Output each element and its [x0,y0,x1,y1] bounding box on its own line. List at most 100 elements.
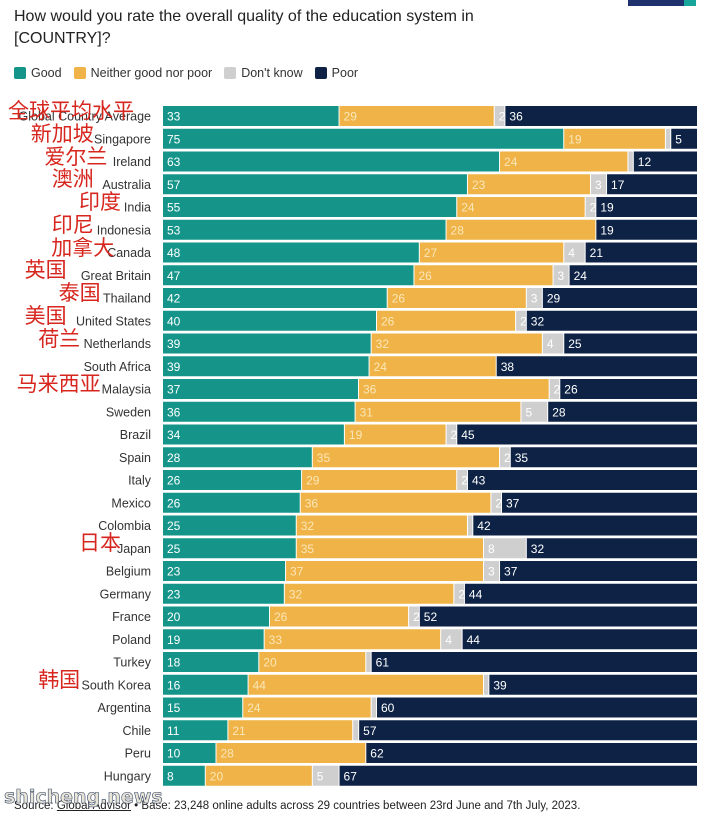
bar-poor-australia [607,174,697,195]
value-label-don-t-know-poland: 4 [445,633,452,647]
bar-poor-netherlands [564,333,697,354]
category-label-canada: Canada [107,246,151,260]
legend-label-neither: Neither good nor poor [90,66,213,80]
bar-poor-turkey [371,652,697,672]
value-label-poor-global-country-average: 36 [509,110,523,124]
category-label-ireland: Ireland [113,155,151,169]
value-label-neither-good-nor-poor-india: 24 [461,201,475,215]
bar-neither-good-nor-poor-brazil [344,424,446,445]
bar-neither-good-nor-poor-chile [228,720,353,741]
cn-annotation-7: 英国 [24,258,67,283]
legend-label-good: Good [31,66,62,80]
bar-don-t-know-india [585,197,596,217]
bar-neither-good-nor-poor-malaysia [358,379,549,399]
value-label-neither-good-nor-poor-colombia: 32 [301,519,315,533]
source-link[interactable]: Global Advisor [56,800,131,812]
bar-don-t-know-ireland [628,151,633,172]
bar-don-t-know-canada [564,242,585,263]
value-label-neither-good-nor-poor-brazil: 19 [349,428,363,442]
category-label-spain: Spain [119,451,151,465]
value-label-don-t-know-brazil: 2 [451,428,458,442]
value-label-neither-good-nor-poor-global-country-average: 29 [344,110,358,124]
cn-annotation-2: 爱尔兰 [44,144,108,169]
bar-neither-good-nor-poor-colombia [296,515,467,536]
bar-don-t-know-germany [454,583,464,604]
bar-don-t-know-colombia [467,515,473,536]
legend-label-dont-know: Don't know [241,66,303,80]
value-label-neither-good-nor-poor-sweden: 31 [360,405,374,419]
value-label-poor-colombia: 42 [477,519,491,533]
bar-good-italy [163,470,302,490]
bar-neither-good-nor-poor-great-britain [414,265,553,286]
chart-title-line-1: How would you rate the overall quality o… [14,8,474,25]
bar-good-belgium [163,561,286,581]
value-label-poor-brazil: 45 [461,428,475,442]
value-label-good-malaysia: 37 [167,383,181,397]
bar-poor-south-africa [496,356,697,377]
brand-corner-mark [628,0,690,6]
value-label-neither-good-nor-poor-peru: 28 [221,747,235,761]
bar-neither-good-nor-poor-netherlands [371,333,542,354]
value-label-good-italy: 26 [167,474,181,488]
bar-don-t-know-belgium [484,561,500,581]
bar-neither-good-nor-poor-singapore [564,128,665,149]
bar-poor-france [419,606,697,627]
bar-neither-good-nor-poor-united-states [377,310,516,331]
bar-poor-chile [359,720,697,741]
cn-annotation-12: 马来西亚 [16,372,101,396]
bar-neither-good-nor-poor-turkey [259,652,366,672]
value-label-neither-good-nor-poor-ireland: 24 [504,155,518,169]
value-label-good-argentina: 15 [167,701,181,715]
category-label-germany: Germany [100,587,152,601]
bar-neither-good-nor-poor-india [457,197,585,217]
category-label-turkey: Turkey [113,656,151,670]
value-label-neither-good-nor-poor-netherlands: 32 [376,337,390,351]
value-label-good-colombia: 25 [167,519,181,533]
value-label-don-t-know-india: 2 [590,201,597,215]
value-label-poor-japan: 32 [531,542,545,556]
legend-item-neither: Neither good nor poor [73,66,213,80]
value-label-don-t-know-spain: 2 [504,451,511,465]
value-label-poor-poland: 44 [467,633,481,647]
bar-poor-peru [366,743,697,763]
bar-don-t-know-hungary [312,765,339,786]
bar-don-t-know-australia [591,174,607,195]
value-label-neither-good-nor-poor-belgium: 37 [290,565,304,579]
legend-swatch-good [14,67,26,79]
category-label-hungary: Hungary [104,769,152,783]
value-label-neither-good-nor-poor-poland: 33 [269,633,283,647]
value-label-good-united-states: 40 [167,314,181,328]
bar-poor-colombia [473,515,697,536]
bar-don-t-know-mexico [491,492,502,513]
bar-don-t-know-spain [500,447,510,468]
value-label-poor-south-africa: 38 [501,360,515,374]
value-label-good-peru: 10 [167,747,181,761]
bar-poor-india [596,197,697,217]
bar-poor-sweden [548,401,697,422]
value-label-poor-netherlands: 25 [568,337,582,351]
value-label-don-t-know-thailand: 3 [531,292,538,306]
category-label-japan: Japan [117,542,151,556]
bar-neither-good-nor-poor-australia [467,174,590,195]
value-label-poor-india: 19 [600,201,614,215]
bar-don-t-know-argentina [371,697,376,718]
bar-poor-global-country-average [505,106,697,126]
value-label-good-mexico: 26 [167,496,181,510]
bar-poor-poland [462,629,697,650]
value-label-poor-indonesia: 19 [600,223,614,237]
bar-neither-good-nor-poor-sweden [355,401,521,422]
value-label-don-t-know-australia: 3 [595,178,602,192]
value-label-don-t-know-sweden: 5 [525,405,532,419]
bar-neither-good-nor-poor-peru [216,743,366,763]
value-label-neither-good-nor-poor-japan: 35 [301,542,315,556]
bar-good-india [163,197,457,217]
bar-poor-brazil [457,424,697,445]
value-label-neither-good-nor-poor-south-africa: 24 [374,360,388,374]
bar-don-t-know-united-states [516,310,526,331]
cn-annotation-4: 印度 [79,190,121,214]
category-label-belgium: Belgium [106,565,151,579]
category-label-sweden: Sweden [106,405,151,419]
bar-good-south-korea [163,674,248,695]
category-label-netherlands: Netherlands [84,337,151,351]
bar-poor-south-korea [489,674,697,695]
